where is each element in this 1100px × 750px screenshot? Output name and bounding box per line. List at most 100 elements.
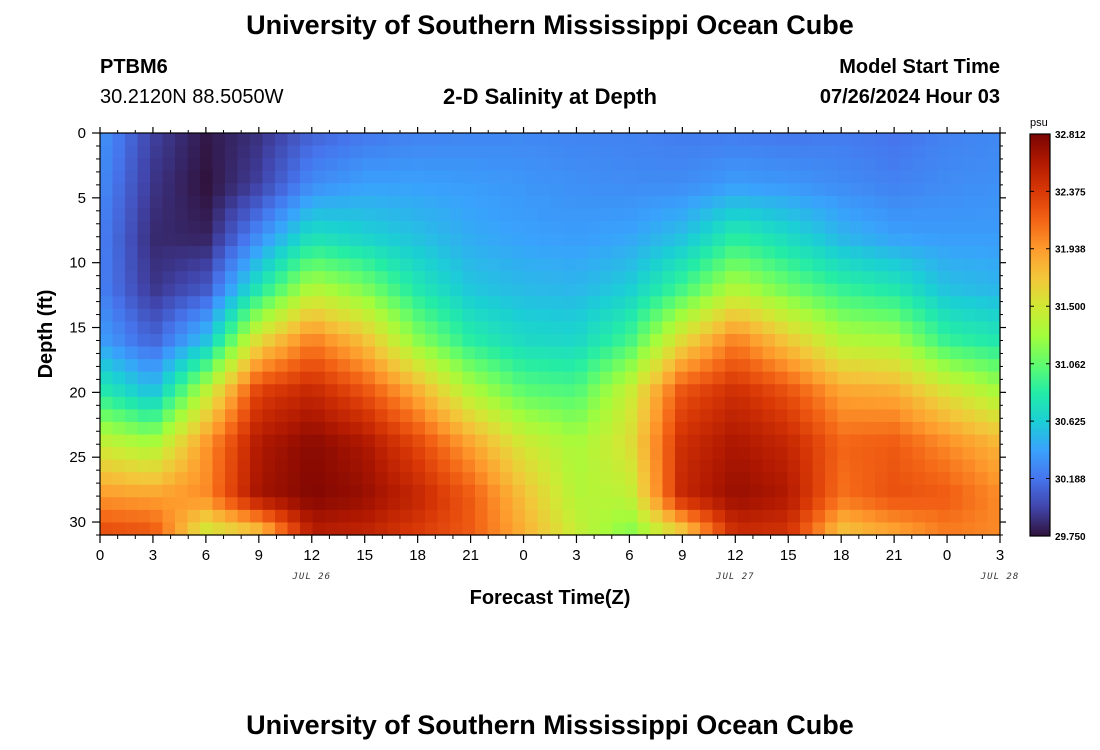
heatmap-cell (475, 195, 489, 209)
heatmap-cell (550, 459, 564, 473)
heatmap-cell (100, 459, 114, 473)
heatmap-cell (500, 421, 514, 436)
heatmap-cell (775, 359, 789, 373)
heatmap-cell (100, 409, 114, 423)
heatmap-cell (712, 195, 726, 209)
heatmap-cell (687, 447, 701, 461)
heatmap-cell (500, 434, 514, 448)
heatmap-cell (750, 246, 764, 260)
heatmap-cell (200, 434, 214, 448)
heatmap-cell (312, 321, 326, 335)
heatmap-cell (200, 459, 214, 473)
heatmap-cell (612, 384, 626, 398)
heatmap-cell (612, 283, 626, 297)
heatmap-cell (912, 484, 926, 498)
heatmap-cell (725, 208, 739, 222)
heatmap-cell (350, 522, 364, 536)
heatmap-cell (625, 271, 639, 285)
heatmap-cell (300, 472, 314, 486)
heatmap-cell (825, 271, 839, 285)
heatmap-cell (200, 522, 214, 536)
plot-frame (99, 132, 1001, 536)
heatmap-cell (662, 522, 676, 536)
heatmap-cell (637, 308, 651, 323)
heatmap-cell (662, 434, 676, 448)
heatmap-cell (187, 158, 201, 172)
heatmap-cell (212, 447, 226, 461)
heatmap-cell (237, 384, 251, 398)
heatmap-cell (250, 522, 264, 536)
heatmap-cell (775, 522, 789, 536)
heatmap-cell (137, 409, 151, 423)
heatmap-cell (212, 283, 226, 297)
heatmap-cell (462, 484, 476, 498)
heatmap-cell (975, 195, 989, 209)
heatmap-cell (762, 145, 776, 159)
heatmap-cell (500, 183, 514, 197)
heatmap-cell (862, 371, 876, 385)
heatmap-cell (437, 459, 451, 473)
heatmap-cell (425, 283, 439, 297)
heatmap-cell (150, 296, 164, 310)
heatmap-cell (525, 359, 539, 373)
heatmap-cell (825, 497, 839, 511)
heatmap-cell (175, 472, 189, 486)
heatmap-cell (162, 246, 176, 260)
heatmap-cell (112, 384, 126, 398)
heatmap-cell (462, 195, 476, 209)
heatmap-cell (187, 409, 201, 423)
heatmap-cell (550, 497, 564, 511)
heatmap-cell (262, 233, 276, 247)
heatmap-cell (575, 195, 589, 209)
heatmap-cell (362, 296, 376, 310)
heatmap-cell (562, 409, 576, 423)
heatmap-cell (112, 170, 126, 184)
heatmap-cell (625, 308, 639, 323)
heatmap-cell (425, 195, 439, 209)
heatmap-cell (725, 183, 739, 197)
heatmap-cell (987, 497, 1001, 511)
heatmap-cell (762, 321, 776, 335)
heatmap-cell (112, 258, 126, 272)
heatmap-cell (412, 434, 426, 448)
heatmap-cell (325, 522, 339, 536)
heatmap-cell (800, 384, 814, 398)
heatmap-cell (187, 472, 201, 486)
heatmap-cell (512, 283, 526, 297)
heatmap-cell (212, 396, 226, 410)
heatmap-cell (450, 396, 464, 410)
heatmap-cell (700, 133, 714, 147)
heatmap-cell (862, 170, 876, 184)
heatmap-cell (687, 195, 701, 209)
heatmap-cell (112, 308, 126, 323)
heatmap-cell (600, 384, 614, 398)
heatmap-cell (750, 283, 764, 297)
heatmap-cell (275, 359, 289, 373)
heatmap-cell (137, 321, 151, 335)
heatmap-cell (787, 409, 801, 423)
heatmap-cell (412, 472, 426, 486)
heatmap-cell (525, 371, 539, 385)
heatmap-cell (562, 321, 576, 335)
chart-title: University of Southern Mississippi Ocean… (246, 10, 854, 40)
heatmap-cell (175, 396, 189, 410)
heatmap-cell (537, 308, 551, 323)
heatmap-cell (612, 195, 626, 209)
heatmap-cell (237, 396, 251, 410)
heatmap-cell (500, 258, 514, 272)
heatmap-cell (425, 271, 439, 285)
heatmap-cell (600, 296, 614, 310)
heatmap-cell (700, 308, 714, 323)
heatmap-cell (437, 409, 451, 423)
heatmap-cell (100, 283, 114, 297)
heatmap-cell (712, 334, 726, 348)
heatmap-cell (462, 170, 476, 184)
heatmap-cell (112, 522, 126, 536)
heatmap-cell (325, 258, 339, 272)
heatmap-cell (612, 396, 626, 410)
heatmap-cell (812, 220, 826, 235)
heatmap-cell (825, 145, 839, 159)
heatmap-cell (312, 497, 326, 511)
heatmap-cell (100, 421, 114, 436)
heatmap-cell (712, 384, 726, 398)
